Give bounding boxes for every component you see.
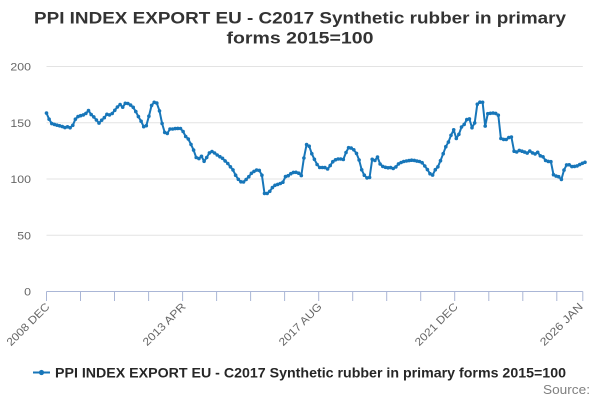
svg-text:PPI INDEX EXPORT EU - C2017 Sy: PPI INDEX EXPORT EU - C2017 Synthetic ru… bbox=[34, 9, 567, 28]
svg-text:200: 200 bbox=[10, 62, 31, 74]
svg-text:PPI INDEX EXPORT EU - C2017 Sy: PPI INDEX EXPORT EU - C2017 Synthetic ru… bbox=[55, 365, 566, 380]
svg-text:Source:: Source: bbox=[543, 383, 590, 397]
svg-text:0: 0 bbox=[24, 287, 31, 299]
svg-text:150: 150 bbox=[10, 118, 31, 130]
svg-text:50: 50 bbox=[17, 230, 31, 242]
svg-text:forms 2015=100: forms 2015=100 bbox=[227, 29, 374, 48]
svg-text:100: 100 bbox=[10, 174, 31, 186]
